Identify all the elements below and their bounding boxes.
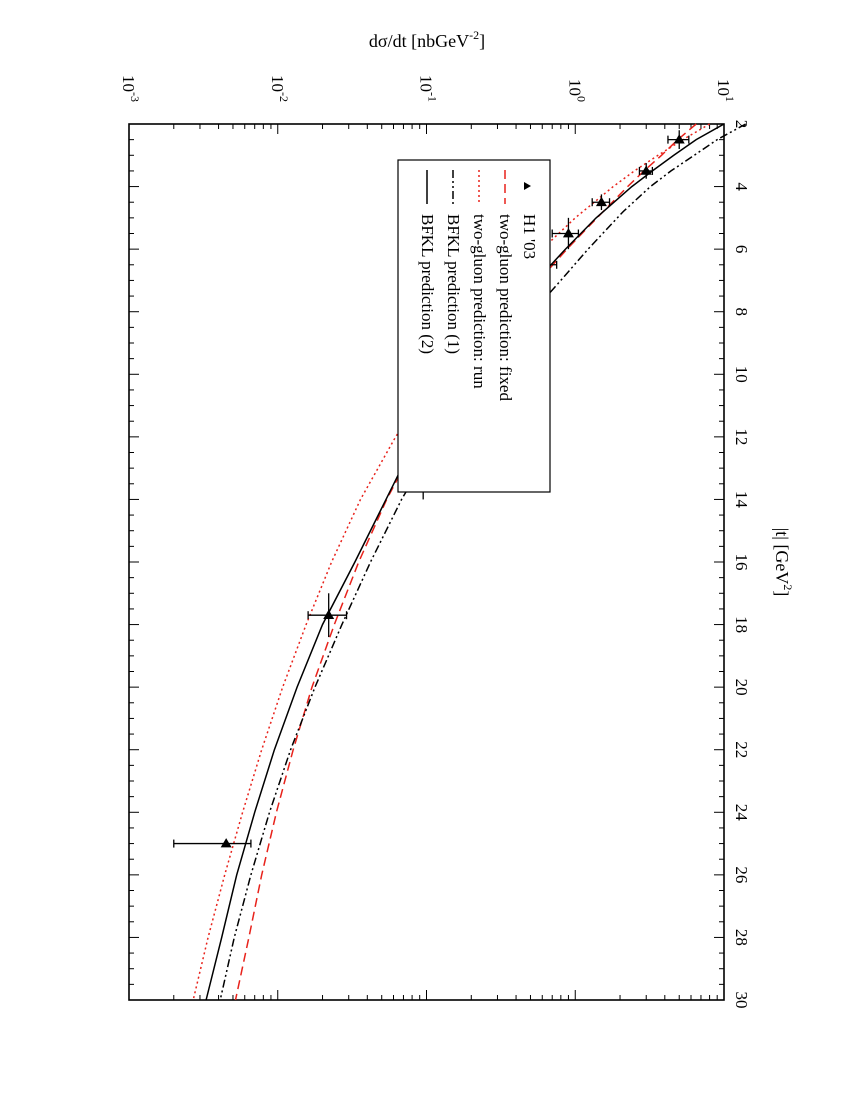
- triangle-marker: [562, 228, 574, 238]
- y-tick-label: 10-1: [417, 75, 440, 102]
- data-point-0: [667, 130, 690, 150]
- legend-label: two-gluon prediction: fixed: [496, 214, 515, 401]
- legend-label: BFKL prediction (1): [444, 214, 463, 354]
- x-tick-label: 14: [732, 491, 751, 509]
- data-point-8: [307, 593, 348, 638]
- legend-item-4: BFKL prediction (2): [418, 170, 437, 354]
- x-tick-label: 30: [732, 992, 751, 1009]
- triangle-marker: [595, 196, 607, 207]
- x-tick-label: 6: [732, 245, 751, 254]
- x-tick-label: 2: [732, 120, 751, 129]
- x-axis-label: |t| [GeV2]: [772, 528, 795, 597]
- x-tick-label: 10: [732, 366, 751, 383]
- legend-box: [397, 159, 551, 493]
- x-tick-label: 8: [732, 307, 751, 316]
- triangle-marker: [640, 165, 652, 175]
- y-axis-label: dσ/dt [nbGeV-2]: [369, 28, 485, 51]
- y-tick-label: 100: [565, 79, 588, 102]
- y-tick-label: 10-2: [268, 75, 291, 102]
- x-tick-label: 16: [732, 554, 751, 571]
- tick-labels: 2468101214161820222426283010-310-210-110…: [119, 75, 751, 1009]
- triangle-marker: [673, 134, 685, 144]
- x-tick-label: 12: [732, 428, 751, 445]
- triangle-marker: [323, 609, 335, 620]
- x-tick-label: 4: [732, 182, 751, 191]
- legend-item-3: BFKL prediction (1): [444, 170, 463, 354]
- rotated-plot-group: 2468101214161820222426283010-310-210-110…: [119, 28, 795, 1009]
- x-tick-label: 20: [732, 679, 751, 696]
- x-tick-label: 28: [732, 929, 751, 946]
- data-point-1: [638, 163, 654, 179]
- legend-label: BFKL prediction (2): [418, 214, 437, 354]
- y-tick-label: 101: [714, 79, 737, 102]
- data-point-3: [551, 217, 580, 250]
- legend-item-0: H1 '03: [520, 182, 539, 259]
- x-tick-label: 18: [732, 616, 751, 633]
- legend: H1 '03 two-gluon prediction: fixed two-glu…: [397, 159, 551, 493]
- legend-marker: [524, 182, 531, 190]
- x-tick-label: 26: [732, 866, 751, 883]
- legend-label: two-gluon prediction: run: [470, 214, 489, 389]
- legend-item-1: two-gluon prediction: fixed: [496, 170, 515, 401]
- tick-marks: [128, 123, 724, 1001]
- data-point-9: [173, 838, 252, 848]
- y-tick-label: 10-3: [119, 75, 142, 102]
- legend-items: H1 '03 two-gluon prediction: fixed two-glu…: [418, 170, 539, 401]
- x-tick-label: 24: [732, 804, 751, 822]
- x-tick-label: 22: [732, 741, 751, 758]
- triangle-marker: [220, 838, 232, 848]
- legend-item-2: two-gluon prediction: run: [470, 170, 489, 389]
- legend-label: H1 '03: [520, 214, 539, 259]
- data-point-2: [591, 194, 611, 211]
